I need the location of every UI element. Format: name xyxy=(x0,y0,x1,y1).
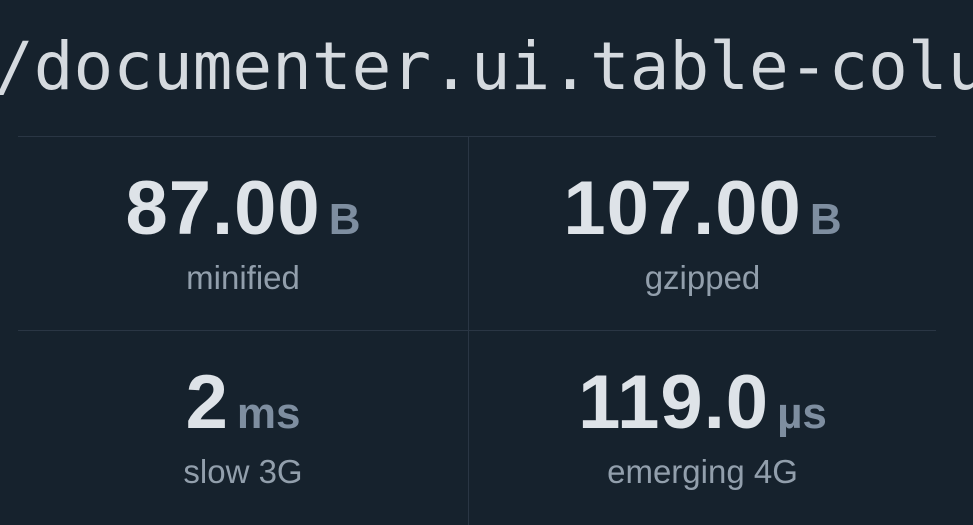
stat-emerging-4g-value-group: 119.0 µs xyxy=(578,365,827,441)
stat-gzipped-value-group: 107.00 B xyxy=(563,170,842,247)
stat-value: 2 xyxy=(185,360,229,445)
stat-gzipped: 107.00 B gzipped xyxy=(469,137,936,330)
grid-row-divider xyxy=(18,330,936,331)
stat-unit: µs xyxy=(777,389,827,438)
stat-label: minified xyxy=(186,258,300,296)
stat-unit: ms xyxy=(236,389,301,438)
stat-minified: 87.00 B minified xyxy=(18,137,468,330)
stat-minified-value-group: 87.00 B xyxy=(126,170,361,247)
stat-value: 87.00 xyxy=(125,165,321,251)
package-name-title: /documenter.ui.table-colu xyxy=(0,28,973,105)
stat-label: slow 3G xyxy=(183,453,303,490)
stat-value: 119.0 xyxy=(578,360,770,445)
stat-label: gzipped xyxy=(644,258,761,296)
stat-emerging-4g: 119.0 µs emerging 4G xyxy=(469,331,936,525)
stat-unit: B xyxy=(809,194,842,244)
grid-column-divider xyxy=(468,136,469,525)
stat-label: emerging 4G xyxy=(607,453,798,490)
stat-unit: B xyxy=(328,194,361,244)
grid-top-divider xyxy=(18,136,936,137)
stat-slow-3g-value-group: 2 ms xyxy=(186,365,301,441)
stat-slow-3g: 2 ms slow 3G xyxy=(18,331,468,525)
stat-value: 107.00 xyxy=(563,165,802,251)
